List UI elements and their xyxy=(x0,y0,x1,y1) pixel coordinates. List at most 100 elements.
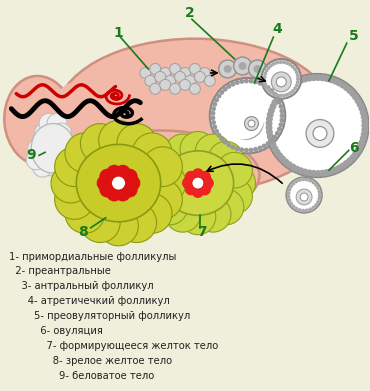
Circle shape xyxy=(58,138,78,158)
Circle shape xyxy=(219,90,224,95)
Circle shape xyxy=(266,129,273,136)
Circle shape xyxy=(214,97,219,102)
Circle shape xyxy=(266,141,270,146)
Circle shape xyxy=(132,133,172,172)
Circle shape xyxy=(282,159,289,165)
Circle shape xyxy=(269,103,276,110)
Circle shape xyxy=(361,126,368,133)
Circle shape xyxy=(122,181,138,197)
Circle shape xyxy=(308,208,312,212)
Circle shape xyxy=(306,75,313,82)
Circle shape xyxy=(277,127,282,132)
Circle shape xyxy=(211,120,216,125)
Circle shape xyxy=(361,118,368,125)
Circle shape xyxy=(182,177,194,189)
Circle shape xyxy=(280,113,285,118)
Ellipse shape xyxy=(31,124,75,173)
Text: 9: 9 xyxy=(26,148,36,162)
Circle shape xyxy=(293,166,300,172)
Text: 5: 5 xyxy=(349,29,359,43)
Circle shape xyxy=(285,99,349,162)
Circle shape xyxy=(361,131,368,138)
Circle shape xyxy=(269,141,276,148)
Circle shape xyxy=(354,147,361,154)
Circle shape xyxy=(310,74,317,81)
Ellipse shape xyxy=(51,81,111,150)
Text: 4- атретичечкий фолликул: 4- атретичечкий фолликул xyxy=(9,296,170,306)
Circle shape xyxy=(268,107,275,114)
Circle shape xyxy=(165,196,201,232)
Circle shape xyxy=(277,100,282,104)
Ellipse shape xyxy=(76,144,161,222)
Circle shape xyxy=(276,77,286,87)
Circle shape xyxy=(295,70,299,74)
Text: 1- примордиальные фолликулы: 1- примордиальные фолликулы xyxy=(9,251,177,262)
Circle shape xyxy=(262,75,266,79)
Circle shape xyxy=(318,193,322,197)
Circle shape xyxy=(286,83,293,90)
Circle shape xyxy=(279,108,285,113)
Circle shape xyxy=(143,179,182,219)
Text: 9- беловатое тело: 9- беловатое тело xyxy=(9,371,155,381)
Circle shape xyxy=(51,163,91,203)
Circle shape xyxy=(269,88,274,93)
Circle shape xyxy=(272,135,277,140)
Circle shape xyxy=(274,95,280,102)
Text: 7- формирующееся желток тело: 7- формирующееся желток тело xyxy=(9,341,219,351)
Text: 2: 2 xyxy=(185,6,195,20)
Circle shape xyxy=(302,169,309,176)
Circle shape xyxy=(289,185,293,188)
Circle shape xyxy=(266,66,270,70)
Circle shape xyxy=(279,118,285,123)
Circle shape xyxy=(290,81,296,88)
Circle shape xyxy=(357,143,364,150)
Circle shape xyxy=(339,82,346,89)
Circle shape xyxy=(99,206,138,246)
Circle shape xyxy=(266,120,273,127)
Circle shape xyxy=(296,77,300,81)
Circle shape xyxy=(346,87,353,94)
Circle shape xyxy=(117,203,157,242)
Circle shape xyxy=(265,85,269,89)
Circle shape xyxy=(301,209,305,213)
Ellipse shape xyxy=(56,39,334,192)
Circle shape xyxy=(267,133,274,140)
Circle shape xyxy=(361,113,368,120)
Circle shape xyxy=(233,57,252,75)
Circle shape xyxy=(160,79,171,90)
Circle shape xyxy=(211,111,215,116)
Circle shape xyxy=(305,178,309,181)
Circle shape xyxy=(143,178,179,214)
Circle shape xyxy=(226,142,231,147)
Circle shape xyxy=(266,85,270,90)
Circle shape xyxy=(314,74,322,81)
Circle shape xyxy=(169,83,181,94)
Circle shape xyxy=(285,61,289,65)
Circle shape xyxy=(317,197,322,201)
Circle shape xyxy=(272,99,278,106)
Circle shape xyxy=(323,169,330,176)
Circle shape xyxy=(291,89,295,93)
Circle shape xyxy=(306,169,313,176)
Circle shape xyxy=(318,193,322,197)
Circle shape xyxy=(185,75,195,86)
Circle shape xyxy=(33,157,53,177)
Circle shape xyxy=(192,177,204,189)
Circle shape xyxy=(219,136,224,142)
Circle shape xyxy=(180,131,216,167)
Ellipse shape xyxy=(100,168,137,198)
Circle shape xyxy=(150,63,161,74)
Circle shape xyxy=(192,186,204,198)
Circle shape xyxy=(99,120,138,160)
Circle shape xyxy=(279,156,286,163)
Circle shape xyxy=(349,90,356,97)
Circle shape xyxy=(271,72,291,92)
Circle shape xyxy=(314,203,318,207)
Circle shape xyxy=(245,117,258,131)
Circle shape xyxy=(288,63,292,66)
Circle shape xyxy=(316,200,320,204)
Circle shape xyxy=(160,68,171,78)
Circle shape xyxy=(262,83,267,88)
Circle shape xyxy=(202,177,214,189)
Ellipse shape xyxy=(61,131,259,220)
